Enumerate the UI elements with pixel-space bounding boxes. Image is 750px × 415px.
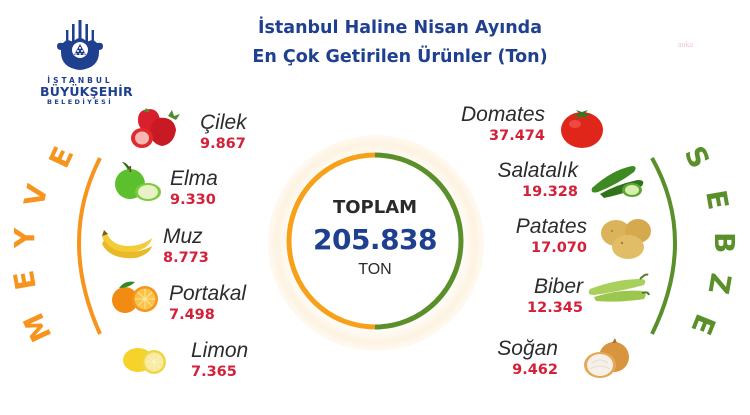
logo-line-belediyesi: BELEDİYESİ xyxy=(46,98,114,106)
fruit-arc xyxy=(77,157,102,335)
fruit-value: 9.330 xyxy=(170,192,216,208)
fruit-item-portakal: Portakal 7.498 xyxy=(169,283,246,325)
vegetable-name: Domates xyxy=(460,103,545,126)
fruit-item-cilek: Çilek 9.867 xyxy=(200,112,247,154)
vegetable-name: Soğan xyxy=(497,337,558,360)
sebze-letter-z: Z xyxy=(702,271,738,297)
meyve-arc-label: E V Y E M xyxy=(7,142,102,347)
fruit-item-muz: Muz 8.773 xyxy=(163,226,209,268)
total-unit: TON xyxy=(358,261,392,278)
fruit-item-elma: Elma 9.330 xyxy=(170,168,218,210)
tomato-icon xyxy=(561,110,603,148)
fruit-name: Muz xyxy=(163,225,203,248)
lemon-icon xyxy=(123,348,166,374)
total-panel: TOPLAM 205.838 TON xyxy=(287,151,463,331)
cucumber-icon xyxy=(591,166,644,198)
fruit-name: Portakal xyxy=(169,282,247,305)
vegetable-value: 17.070 xyxy=(531,240,587,256)
vegetable-name: Salatalık xyxy=(497,159,578,182)
strawberry-icon xyxy=(131,108,180,148)
total-label: TOPLAM xyxy=(332,197,418,218)
mosque-emblem-icon xyxy=(57,20,103,70)
fruit-name: Çilek xyxy=(200,111,247,134)
vegetable-item-patates: Patates 17.070 xyxy=(516,216,587,258)
vegetable-name: Biber xyxy=(533,275,583,298)
vegetable-value: 19.328 xyxy=(522,184,578,200)
fruit-name: Limon xyxy=(191,339,249,362)
total-ring xyxy=(286,152,464,330)
vegetable-value: 9.462 xyxy=(512,362,558,378)
title-line-2: En Çok Getirilen Ürünler (Ton) xyxy=(252,47,548,67)
apple-icon xyxy=(115,162,161,201)
meyve-letter-v: V xyxy=(18,181,55,209)
meyve-letter-e2: E xyxy=(7,268,43,293)
title-line-1: İstanbul Haline Nisan Ayında xyxy=(257,18,543,38)
vegetable-item-biber: Biber 12.345 xyxy=(527,276,583,318)
fruit-value: 7.365 xyxy=(191,364,237,380)
orange-icon xyxy=(112,281,158,313)
vegetable-item-sogan: Soğan 9.462 xyxy=(497,338,558,380)
logo-line-buyuksehir: BÜYÜKŞEHİR xyxy=(40,84,133,99)
total-value: 205.838 xyxy=(312,223,438,256)
fruit-value: 9.867 xyxy=(200,136,246,152)
sebze-letter-e1: E xyxy=(699,187,735,212)
meyve-letter-e1: E xyxy=(42,142,80,173)
vegetable-value: 12.345 xyxy=(527,300,583,316)
watermark: anka xyxy=(678,40,694,49)
ibb-logo: İSTANBUL BÜYÜKŞEHİR BELEDİYESİ xyxy=(40,20,133,106)
fruit-item-limon: Limon 7.365 xyxy=(191,340,248,382)
sebze-arc-label: S E B Z E xyxy=(650,141,741,339)
banana-icon xyxy=(102,230,152,259)
fruit-value: 7.498 xyxy=(169,307,215,323)
potato-icon xyxy=(601,219,651,259)
chart-title: İstanbul Haline Nisan Ayında En Çok Geti… xyxy=(200,14,600,72)
fruit-name: Elma xyxy=(170,167,218,190)
sebze-letter-e2: E xyxy=(684,309,722,339)
onion-icon xyxy=(584,338,629,378)
meyve-letter-y: Y xyxy=(8,227,41,249)
vegetable-name: Patates xyxy=(515,215,587,238)
pepper-icon xyxy=(588,273,650,302)
vegetable-arc xyxy=(650,157,677,335)
sebze-letter-b: B xyxy=(708,232,741,253)
vegetable-item-domates: Domates 37.474 xyxy=(461,104,545,146)
meyve-letter-m: M xyxy=(17,308,59,347)
vegetable-value: 37.474 xyxy=(489,128,545,144)
logo-line-istanbul: İSTANBUL xyxy=(47,76,113,85)
vegetable-item-salatalik: Salatalık 19.328 xyxy=(497,160,578,202)
sebze-letter-s: S xyxy=(678,141,716,173)
fruit-value: 8.773 xyxy=(163,250,209,266)
